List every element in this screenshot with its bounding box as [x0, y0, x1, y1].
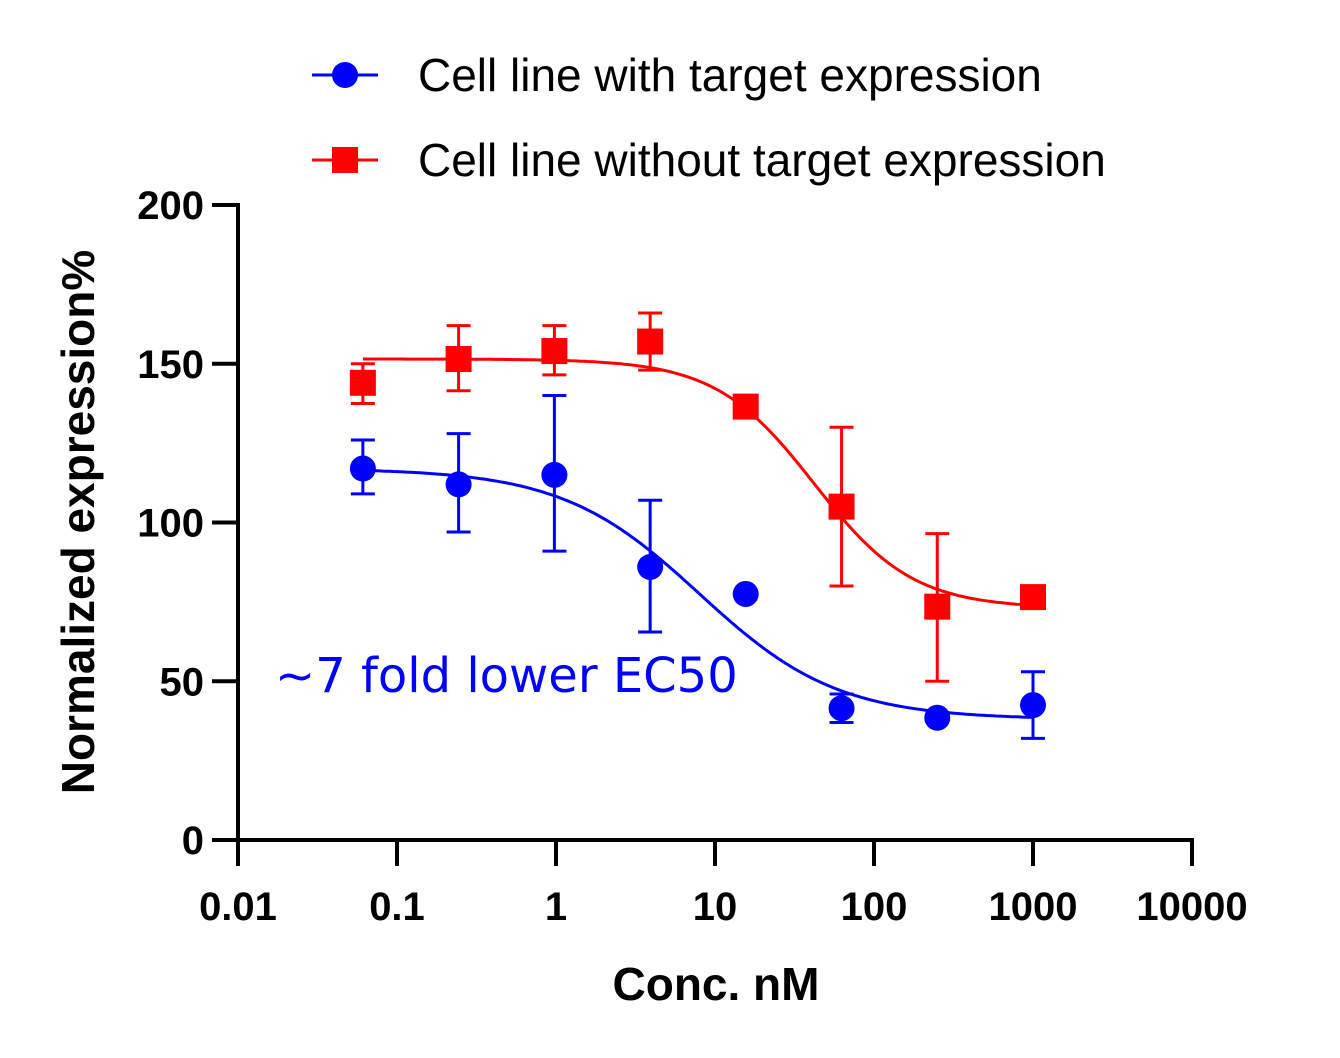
- axes: 0.01 0.1 1 10 100 1000 10000 0 50 100 150 200: [137, 184, 1247, 929]
- x-tick-label: 0.1: [369, 885, 425, 929]
- x-tick-label: 1: [545, 885, 567, 929]
- legend-label: Cell line with target expression: [418, 49, 1042, 101]
- data-point: [637, 553, 664, 580]
- legend-marker: [332, 62, 358, 88]
- fit-curve: [362, 357, 1034, 607]
- data-point: [349, 369, 376, 396]
- data-point: [1020, 692, 1046, 719]
- data-point: [541, 461, 568, 488]
- legend: Cell line with target expression Cell lin…: [312, 49, 1106, 186]
- legend-marker: [332, 147, 358, 173]
- data-point: [924, 704, 951, 731]
- x-tick-label: 10: [693, 885, 738, 929]
- data-point: [828, 493, 855, 520]
- data-point: [924, 593, 951, 620]
- x-tick-label: 0.01: [199, 885, 277, 929]
- data-point: [828, 695, 855, 722]
- ec50-annotation: ~7 fold lower EC50: [275, 648, 738, 704]
- data-point: [445, 471, 472, 498]
- x-axis-label: Conc. nM: [613, 958, 820, 1010]
- fit-curve: [362, 468, 1034, 719]
- data-point: [732, 580, 759, 607]
- x-tick-label: 1000: [989, 885, 1078, 929]
- data-point: [445, 345, 472, 372]
- legend-label: Cell line without target expression: [418, 134, 1106, 186]
- y-tick-label: 100: [137, 502, 204, 546]
- data-point: [541, 338, 568, 365]
- y-tick-label: 0: [182, 819, 204, 863]
- x-tick-label: 10000: [1136, 885, 1247, 929]
- y-axis-label: Normalized expression%: [52, 250, 104, 795]
- data-point: [1020, 584, 1046, 611]
- x-tick-label: 100: [841, 885, 908, 929]
- y-tick-label: 200: [137, 184, 204, 228]
- data-point: [732, 393, 759, 420]
- data-point: [349, 455, 376, 482]
- y-tick-label: 50: [160, 660, 205, 704]
- data-point: [637, 328, 664, 355]
- y-tick-label: 150: [137, 343, 204, 387]
